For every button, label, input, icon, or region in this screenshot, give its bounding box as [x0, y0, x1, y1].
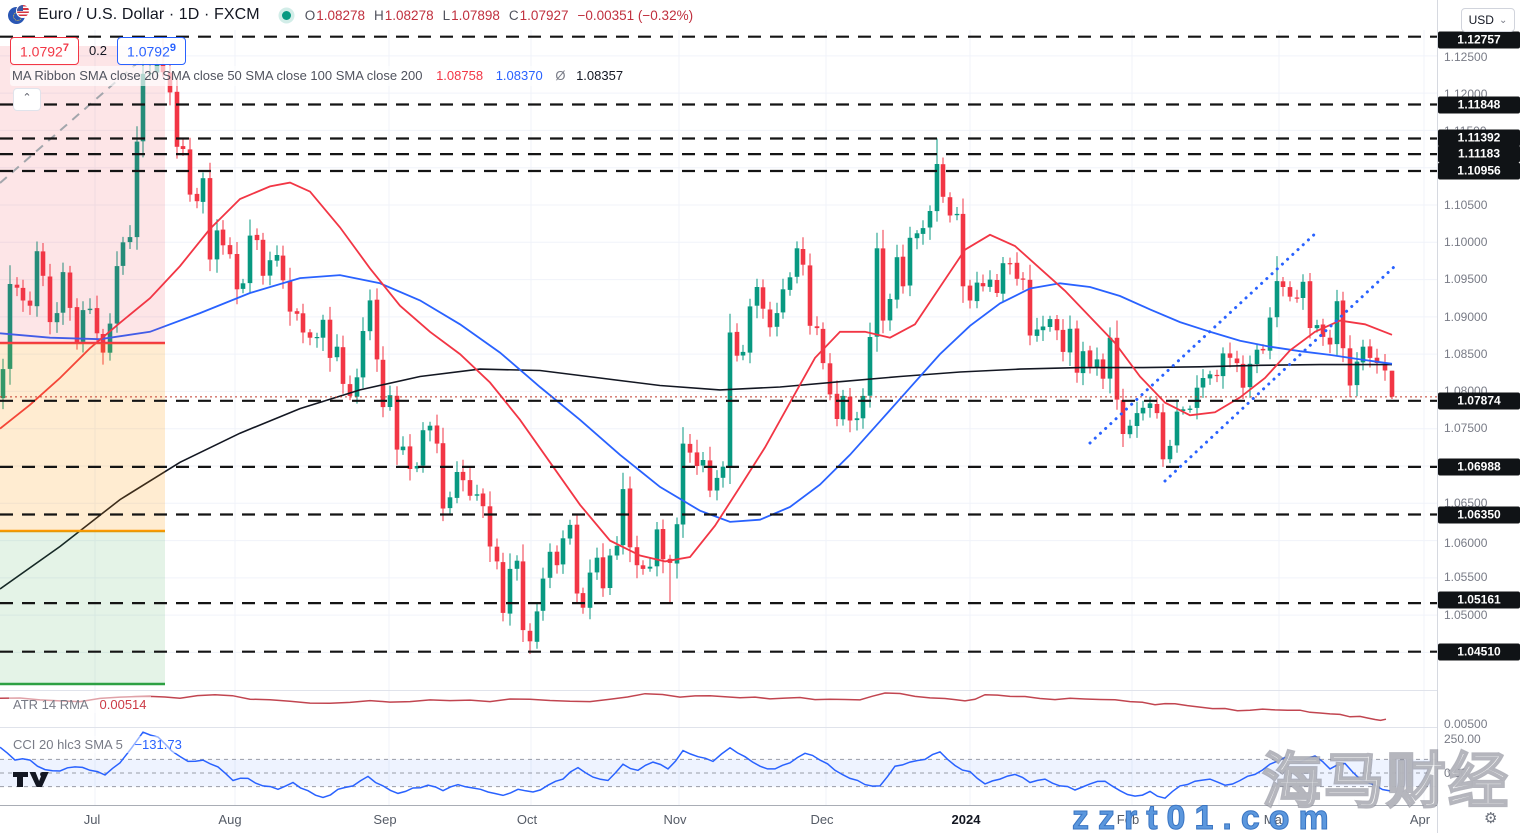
price-level-tag: 1.06988 — [1438, 458, 1520, 476]
time-axis-border — [0, 805, 1523, 806]
price-scale-tick: 1.10500 — [1444, 198, 1488, 212]
price-level-tag: 1.11848 — [1438, 96, 1520, 114]
ohlc-readout: O1.08278 H1.08278 L1.07898 C1.07927 −0.0… — [305, 8, 693, 23]
price-scale-tick: 1.05500 — [1444, 570, 1488, 584]
sma100-value: Ø — [555, 68, 566, 83]
high-value: 1.08278 — [384, 7, 434, 23]
price-scale-border — [1437, 0, 1438, 833]
time-axis[interactable]: Jul Aug Sep Oct Nov Dec 2024 Feb Mar Apr — [0, 806, 1437, 833]
spread-value: 0.2 — [88, 43, 108, 59]
trade-panel: 1.07927 0.2 1.07929 — [10, 37, 186, 65]
tradingview-logo[interactable] — [13, 771, 49, 788]
cci-label: CCI 20 hlc3 SMA 5 — [13, 737, 123, 752]
price-level-tag: 1.05161 — [1438, 591, 1520, 609]
price-scale-tick: 1.12500 — [1444, 50, 1488, 64]
high-label: H — [374, 7, 384, 23]
price-scale-tick: 1.06000 — [1444, 536, 1488, 550]
sma50-value: 1.08370 — [495, 68, 543, 83]
price-level-tag: 1.10956 — [1438, 162, 1520, 180]
time-axis-label: Nov — [663, 812, 687, 827]
currency-dropdown[interactable]: USD ⌄ — [1461, 8, 1515, 32]
price-scale-tick: 1.09500 — [1444, 272, 1488, 286]
open-value: 1.08278 — [316, 7, 366, 23]
pane-separator-atr-cci[interactable] — [0, 727, 1523, 728]
low-label: L — [442, 7, 451, 23]
low-value: 1.07898 — [451, 7, 500, 23]
time-axis-label: Apr — [1409, 812, 1431, 827]
sma20-value: 1.08758 — [436, 68, 484, 83]
atr-value: 0.00514 — [99, 697, 147, 712]
close-label: C — [508, 7, 519, 23]
cci-legend[interactable]: CCI 20 hlc3 SMA 5 −131.73 — [9, 736, 186, 753]
price-scale-tick: 1.10000 — [1444, 235, 1488, 249]
price-scale-tick: 0.00 — [1444, 766, 1468, 780]
price-scale-tick: 0.00500 — [1444, 717, 1488, 731]
time-axis-label: Jul — [83, 812, 101, 827]
time-axis-label: Oct — [516, 812, 538, 827]
time-axis-label: 2024 — [951, 812, 981, 827]
price-scale-tick: 1.08500 — [1444, 347, 1488, 361]
ma-ribbon-legend[interactable]: MA Ribbon SMA close 20 SMA close 50 SMA … — [10, 66, 629, 86]
ma-ribbon-label: MA Ribbon SMA close 20 SMA close 50 SMA … — [12, 68, 423, 83]
sma200-value: 1.08357 — [576, 68, 624, 83]
change-value: −0.00351 (−0.32%) — [577, 7, 694, 23]
chevron-down-icon: ⌄ — [1498, 14, 1508, 26]
symbol-title[interactable]: Euro / U.S. Dollar · 1D · FXCM — [38, 6, 260, 23]
time-axis-label: Aug — [218, 812, 242, 827]
price-scale[interactable]: USD ⌄ 1.125001.120001.115001.105001.1000… — [1437, 0, 1523, 833]
collapse-legend-button[interactable]: ⌃ — [13, 88, 41, 111]
gear-icon[interactable]: ⚙ — [1484, 810, 1498, 827]
cci-value: −131.73 — [134, 737, 182, 752]
time-axis-label: Mar — [1263, 812, 1287, 827]
chevron-up-icon: ⌃ — [22, 92, 32, 104]
time-axis-label: Dec — [810, 812, 834, 827]
close-value: 1.07927 — [519, 7, 569, 23]
price-level-tag: 1.07874 — [1438, 392, 1520, 410]
price-scale-tick: 250.00 — [1444, 732, 1481, 746]
price-scale-tick: 1.07500 — [1444, 421, 1488, 435]
open-label: O — [304, 7, 316, 23]
time-axis-label: Feb — [1116, 812, 1140, 827]
symbol-header: Euro / U.S. Dollar · 1D · FXCM O1.08278 … — [0, 0, 1437, 30]
price-level-tag: 1.06350 — [1438, 506, 1520, 524]
price-level-tag: 1.11183 — [1438, 145, 1520, 163]
price-scale-tick: 1.05000 — [1444, 608, 1488, 622]
atr-legend[interactable]: ATR 14 RMA 0.00514 — [9, 696, 151, 713]
price-level-tag: 1.11392 — [1438, 129, 1520, 147]
time-axis-label: Sep — [373, 812, 397, 827]
currency-label: USD — [1468, 13, 1494, 27]
sell-button[interactable]: 1.07927 — [10, 37, 79, 65]
atr-label: ATR 14 RMA — [13, 697, 88, 712]
price-scale-tick: 1.09000 — [1444, 310, 1488, 324]
pane-separator-main-atr[interactable] — [0, 690, 1523, 691]
eurusd-pair-icon — [8, 4, 30, 26]
price-level-tag: 1.12757 — [1438, 31, 1520, 49]
market-status-icon[interactable] — [281, 10, 291, 20]
buy-button[interactable]: 1.07929 — [117, 37, 186, 65]
price-level-tag: 1.04510 — [1438, 643, 1520, 661]
